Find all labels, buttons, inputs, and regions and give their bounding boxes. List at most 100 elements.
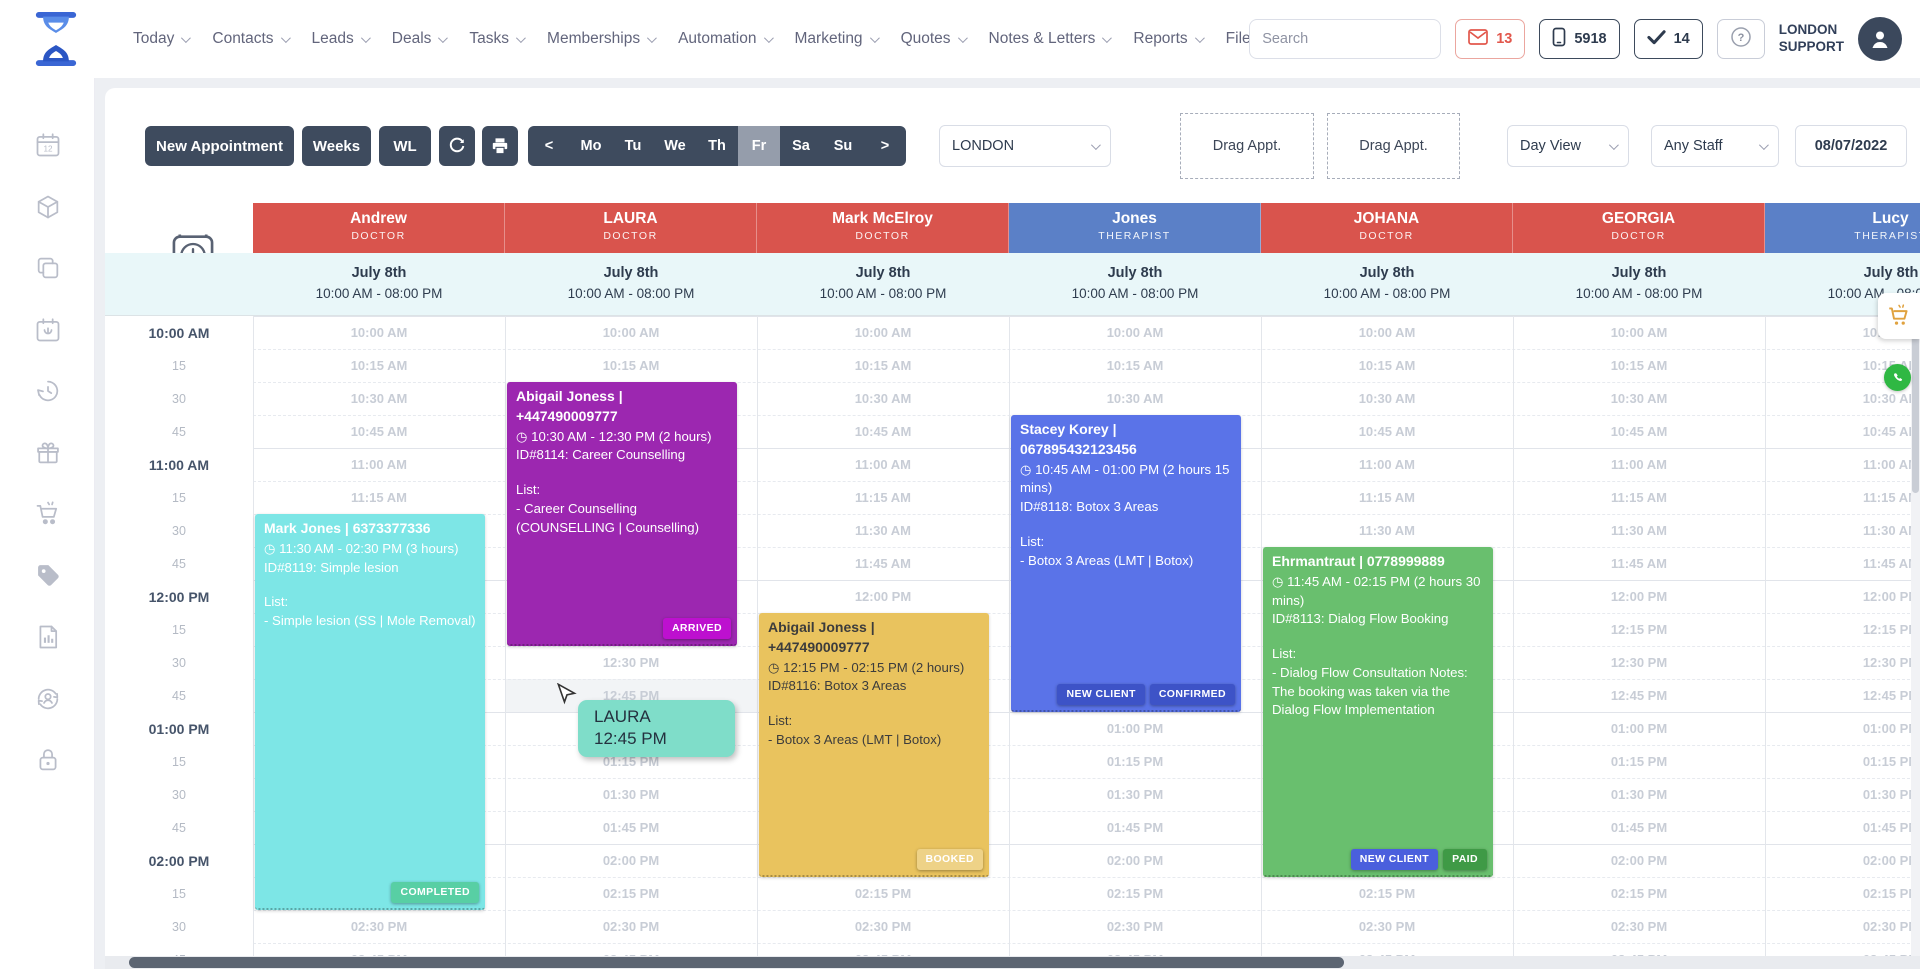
day-button-we[interactable]: We [664, 138, 686, 154]
time-slot[interactable]: 01:45 PM [1106, 820, 1164, 835]
help-button[interactable]: ? [1716, 19, 1765, 59]
time-slot[interactable]: 01:30 PM [1610, 787, 1668, 802]
time-slot[interactable]: 11:45 AM [1863, 556, 1919, 571]
search-input[interactable] [1250, 31, 1441, 47]
nav-item-leads[interactable]: Leads [312, 30, 371, 48]
time-slot[interactable]: 11:30 AM [855, 523, 911, 538]
drag-appt-slot-1[interactable]: Drag Appt. [1180, 113, 1314, 179]
time-slot[interactable]: 11:15 AM [1611, 490, 1667, 505]
time-slot[interactable]: 11:00 AM [855, 457, 911, 472]
time-slot[interactable]: 01:45 PM [602, 820, 660, 835]
time-slot[interactable]: 02:15 PM [854, 886, 912, 901]
time-slot[interactable]: 02:00 PM [1862, 853, 1920, 868]
time-slot[interactable]: 01:45 PM [1862, 820, 1920, 835]
time-slot[interactable]: 10:00 AM [350, 325, 408, 340]
time-slot[interactable]: 10:15 AM [1610, 358, 1668, 373]
date-picker[interactable]: 08/07/2022 [1795, 125, 1907, 167]
nav-item-today[interactable]: Today [133, 30, 192, 48]
appointment-block[interactable]: Ehrmantraut | 0778999889 ◷ 11:45 AM - 02:… [1263, 547, 1493, 877]
time-slot[interactable]: 01:45 PM [1610, 820, 1668, 835]
view-select[interactable]: Day View [1507, 125, 1629, 167]
time-slot[interactable]: 10:00 AM [1358, 325, 1416, 340]
time-slot[interactable]: 11:15 AM [1863, 490, 1919, 505]
time-slot[interactable]: 10:45 AM [1358, 424, 1416, 439]
time-slot[interactable]: 11:30 AM [1863, 523, 1919, 538]
time-slot[interactable]: 01:00 PM [1862, 721, 1920, 736]
staff-column-header-johana[interactable]: JOHANA DOCTOR [1261, 203, 1513, 253]
time-slot[interactable]: 10:45 AM [1862, 424, 1920, 439]
appointment-block[interactable]: Stacey Korey | 067895432123456 ◷ 10:45 AM… [1011, 415, 1241, 712]
time-slot[interactable]: 02:30 PM [350, 919, 408, 934]
time-slot[interactable]: 01:30 PM [602, 787, 660, 802]
time-slot[interactable]: 02:30 PM [854, 919, 912, 934]
next-day-button[interactable]: > [880, 138, 890, 154]
time-slot[interactable]: 10:00 AM [602, 325, 660, 340]
staff-column-header-lucy[interactable]: Lucy THERAPIST [1765, 203, 1920, 253]
price-tag-icon[interactable] [34, 562, 62, 590]
time-slot[interactable]: 02:15 PM [1610, 886, 1668, 901]
staff-column-header-georgia[interactable]: GEORGIA DOCTOR [1513, 203, 1765, 253]
time-slot[interactable]: 02:00 PM [602, 853, 660, 868]
time-slot[interactable]: 10:30 AM [1862, 391, 1920, 406]
day-button-fr[interactable]: Fr [738, 126, 780, 166]
new-appointment-button[interactable]: New Appointment [145, 126, 294, 166]
vertical-scrollbar-thumb[interactable] [1912, 318, 1919, 493]
staff-column-header-laura[interactable]: LAURA DOCTOR [505, 203, 757, 253]
time-slot[interactable]: 10:30 AM [854, 391, 912, 406]
time-slot[interactable]: 11:00 AM [1611, 457, 1667, 472]
time-slot[interactable]: 02:15 PM [602, 886, 660, 901]
time-slot[interactable]: 10:15 AM [602, 358, 660, 373]
nav-item-contacts[interactable]: Contacts [212, 30, 291, 48]
mail-badge[interactable]: 13 [1455, 19, 1526, 59]
location-select[interactable]: LONDON [939, 125, 1111, 167]
cart-icon[interactable] [34, 500, 62, 528]
time-slot[interactable]: 10:15 AM [1358, 358, 1416, 373]
appointment-block[interactable]: Abigail Joness | +447490009777 ◷ 10:30 AM… [507, 382, 737, 646]
day-button-sa[interactable]: Sa [792, 138, 810, 154]
time-slot[interactable]: 01:00 PM [1106, 721, 1164, 736]
time-slot[interactable]: 10:15 AM [854, 358, 912, 373]
time-slot[interactable]: 01:15 PM [1862, 754, 1920, 769]
wl-button[interactable]: WL [379, 126, 431, 166]
app-logo-icon[interactable] [28, 8, 84, 70]
time-slot[interactable]: 10:15 AM [1106, 358, 1164, 373]
staff-column-header-jones[interactable]: Jones THERAPIST [1009, 203, 1261, 253]
refresh-button[interactable] [439, 126, 475, 166]
nav-item-notes-letters[interactable]: Notes & Letters [989, 30, 1113, 48]
time-slot[interactable]: 12:30 PM [1862, 655, 1920, 670]
time-slot[interactable]: 01:00 PM [1610, 721, 1668, 736]
day-button-tu[interactable]: Tu [624, 138, 642, 154]
lock-icon[interactable] [34, 746, 62, 774]
time-slot[interactable]: 02:15 PM [1358, 886, 1416, 901]
time-slot[interactable]: 11:15 AM [1359, 490, 1415, 505]
appointment-block[interactable]: Abigail Joness | +447490009777 ◷ 12:15 PM… [759, 613, 989, 877]
time-slot[interactable]: 10:00 AM [1106, 325, 1164, 340]
print-button[interactable] [482, 126, 518, 166]
time-slot[interactable]: 11:00 AM [351, 457, 407, 472]
nav-item-memberships[interactable]: Memberships [547, 30, 657, 48]
time-slot[interactable]: 10:45 AM [1610, 424, 1668, 439]
time-slot[interactable]: 12:15 PM [1610, 622, 1668, 637]
time-slot[interactable]: 11:15 AM [351, 490, 407, 505]
time-slot[interactable]: 10:45 AM [854, 424, 912, 439]
cart-quick-button[interactable] [1878, 293, 1920, 339]
gift-icon[interactable] [34, 439, 62, 467]
nav-item-quotes[interactable]: Quotes [901, 30, 968, 48]
time-slot[interactable]: 01:15 PM [1106, 754, 1164, 769]
day-button-su[interactable]: Su [833, 138, 853, 154]
time-slot[interactable]: 11:45 AM [855, 556, 911, 571]
time-slot[interactable]: 10:15 AM [350, 358, 408, 373]
time-slot[interactable]: 02:30 PM [1862, 919, 1920, 934]
whatsapp-icon[interactable] [1884, 364, 1911, 391]
staff-column-header-mark-mcelroy[interactable]: Mark McElroy DOCTOR [757, 203, 1009, 253]
time-slot[interactable]: 11:45 AM [1611, 556, 1667, 571]
time-slot[interactable]: 12:30 PM [602, 655, 660, 670]
time-slot[interactable]: 02:30 PM [602, 919, 660, 934]
time-slot[interactable]: 01:30 PM [1862, 787, 1920, 802]
time-slot[interactable]: 11:30 AM [1611, 523, 1667, 538]
user-sync-icon[interactable] [34, 685, 62, 713]
horizontal-scrollbar-thumb[interactable] [129, 957, 1344, 968]
time-slot[interactable]: 11:00 AM [1863, 457, 1919, 472]
nav-item-marketing[interactable]: Marketing [795, 30, 880, 48]
time-slot[interactable]: 01:30 PM [1106, 787, 1164, 802]
